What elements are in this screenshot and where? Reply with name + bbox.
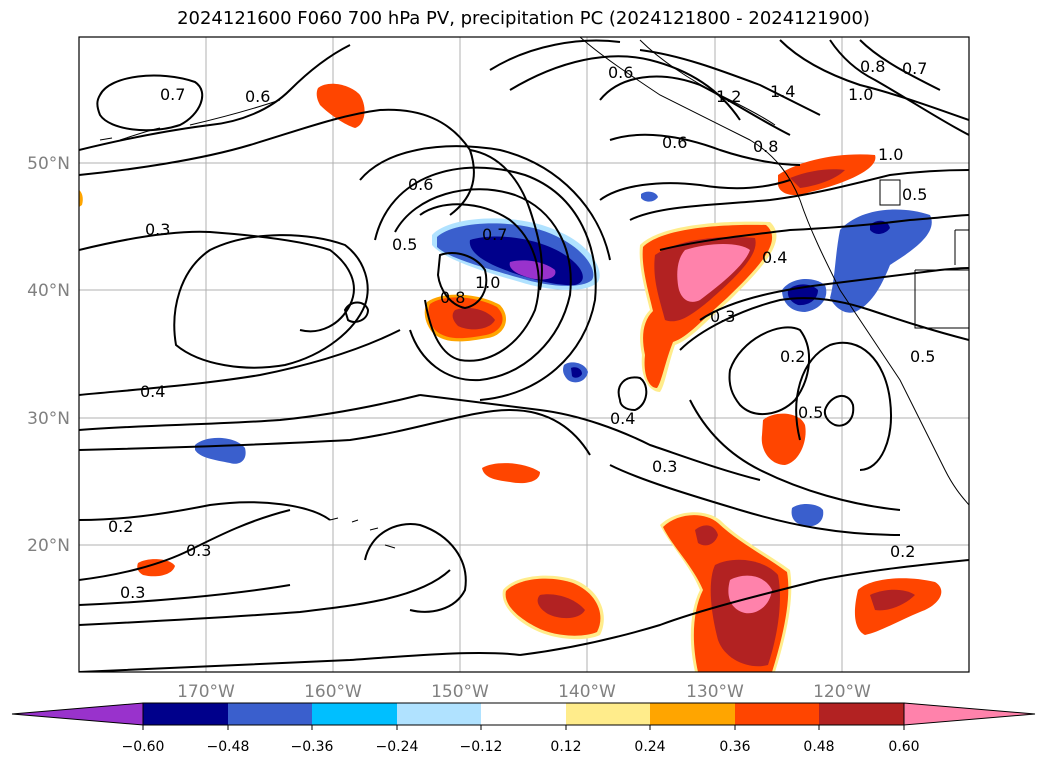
contour-label: 1.0 — [848, 85, 873, 104]
lat-label: 30°N — [27, 409, 70, 429]
contour-label: 0.7 — [160, 85, 185, 104]
lat-label: 20°N — [27, 536, 70, 556]
map-title: 2024121600 F060 700 hPa PV, precipitatio… — [177, 8, 870, 29]
contour-label: 1.0 — [878, 145, 903, 164]
colorbar-segment — [143, 703, 228, 725]
contour-label: 0.5 — [910, 347, 935, 366]
colorbar-tick-label: 0.12 — [550, 739, 581, 755]
colorbar: −0.60 −0.48 −0.36 −0.24 −0.12 0.12 0.24 … — [11, 702, 1036, 755]
latitude-labels: 50°N 40°N 30°N 20°N — [27, 154, 70, 556]
colorbar-segment — [650, 703, 735, 725]
contour-label: 0.3 — [652, 457, 677, 476]
contour-label: 0.8 — [860, 57, 885, 76]
contour-label: 0.2 — [108, 517, 133, 536]
contour-label: 0.7 — [902, 59, 927, 78]
precip-shading — [79, 83, 942, 672]
colorbar-segment — [312, 703, 397, 725]
lon-label: 170°W — [177, 682, 235, 702]
colorbar-tick-label: 0.48 — [803, 739, 834, 755]
lon-label: 120°W — [813, 682, 871, 702]
colorbar-tick-label: −0.48 — [207, 739, 250, 755]
lat-label: 40°N — [27, 281, 70, 301]
contour-label: 0.3 — [145, 220, 170, 239]
colorbar-tick-label: 0.60 — [888, 739, 919, 755]
contour-label: 0.5 — [798, 403, 823, 422]
contour-label: 0.4 — [140, 382, 165, 401]
contour-label: 1.4 — [770, 82, 795, 101]
colorbar-segment — [481, 703, 566, 725]
contour-label: 0.2 — [780, 347, 805, 366]
colorbar-tick-label: 0.24 — [634, 739, 665, 755]
contour-label: 0.5 — [392, 235, 417, 254]
colorbar-tick-label: 0.36 — [719, 739, 750, 755]
map-area — [79, 37, 969, 672]
contour-label: 0.6 — [245, 87, 270, 106]
colorbar-tick-label: −0.12 — [460, 739, 503, 755]
colorbar-segment — [819, 703, 904, 725]
contour-label: 1.0 — [475, 273, 500, 292]
colorbar-tick-label: −0.60 — [122, 739, 165, 755]
contour-label: 0.6 — [408, 175, 433, 194]
colorbar-extend-right — [903, 702, 1036, 726]
colorbar-tick-label: −0.24 — [376, 739, 419, 755]
contour-label: 0.8 — [753, 137, 778, 156]
contour-label: 0.7 — [482, 225, 507, 244]
lat-label: 50°N — [27, 154, 70, 174]
contour-label: 0.5 — [902, 185, 927, 204]
contour-label: 0.8 — [440, 288, 465, 307]
colorbar-extend-left — [11, 702, 144, 726]
colorbar-tick-label: −0.36 — [291, 739, 334, 755]
contour-label-group: 0.7 0.6 0.3 0.6 0.5 0.7 1.0 0.8 0.4 0.2 … — [108, 57, 935, 602]
contour-label: 0.4 — [610, 409, 635, 428]
pv-contours — [79, 39, 969, 672]
contour-label: 0.3 — [120, 583, 145, 602]
coastlines — [99, 37, 969, 549]
lon-label: 150°W — [431, 682, 489, 702]
colorbar-segment — [566, 703, 650, 725]
colorbar-segment — [228, 703, 312, 725]
lon-label: 160°W — [304, 682, 362, 702]
contour-label: 0.6 — [662, 133, 687, 152]
contour-label: 0.4 — [762, 248, 787, 267]
contour-label: 0.2 — [890, 542, 915, 561]
colorbar-segment — [397, 703, 481, 725]
contour-label: 0.3 — [710, 307, 735, 326]
lon-label: 130°W — [686, 682, 744, 702]
contour-label: 0.3 — [186, 541, 211, 560]
map-border — [78, 36, 970, 673]
lon-label: 140°W — [558, 682, 616, 702]
contour-label: 1.2 — [716, 87, 741, 106]
contour-label: 0.6 — [608, 63, 633, 82]
colorbar-segment — [735, 703, 819, 725]
longitude-labels: 170°W 160°W 150°W 140°W 130°W 120°W — [177, 682, 871, 702]
